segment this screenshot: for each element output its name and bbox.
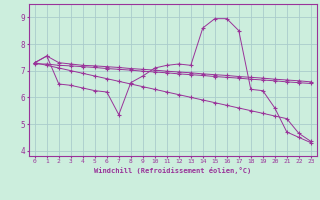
X-axis label: Windchill (Refroidissement éolien,°C): Windchill (Refroidissement éolien,°C) bbox=[94, 167, 252, 174]
